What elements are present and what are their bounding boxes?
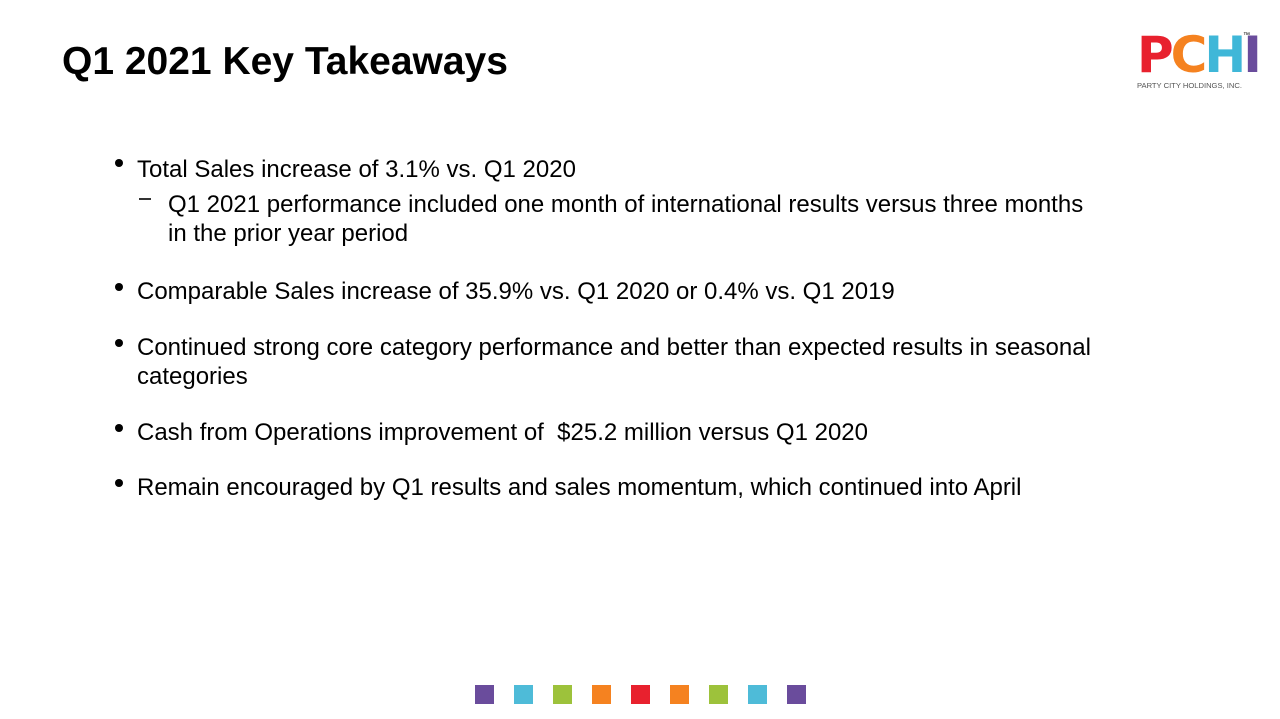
- sub-bullet-text: Q1 2021 performance included one month o…: [168, 191, 1090, 247]
- decorative-squares: [475, 685, 806, 704]
- logo-trademark: ™: [1243, 32, 1250, 39]
- logo-letter: C: [1170, 26, 1208, 84]
- logo-tagline: PARTY CITY HOLDINGS, INC.: [1137, 81, 1242, 90]
- logo-letter: P: [1137, 26, 1174, 84]
- logo-letter: H: [1204, 26, 1246, 84]
- bullet-text: Total Sales increase of 3.1% vs. Q1 2020: [137, 156, 576, 183]
- slide-title: Q1 2021 Key Takeaways: [62, 40, 508, 83]
- logo-letters: PCHI: [1137, 30, 1262, 80]
- sub-dash: [139, 198, 151, 200]
- bullet-text: Remain encouraged by Q1 results and sale…: [137, 474, 1022, 501]
- bullet-dot: [115, 339, 123, 347]
- logo: PCHI ™ PARTY CITY HOLDINGS, INC.: [1137, 30, 1262, 92]
- bullet-text: Cash from Operations improvement of $25.…: [137, 419, 869, 446]
- bullet-dot: [115, 159, 123, 167]
- bullet-dot: [115, 479, 123, 487]
- bullet-text: Comparable Sales increase of 35.9% vs. Q…: [137, 278, 895, 305]
- bullet-dot: [115, 424, 123, 432]
- logo-letter: I: [1243, 26, 1262, 84]
- bullet-dot: [115, 283, 123, 291]
- bullet-text: Continued strong core category performan…: [137, 334, 1098, 390]
